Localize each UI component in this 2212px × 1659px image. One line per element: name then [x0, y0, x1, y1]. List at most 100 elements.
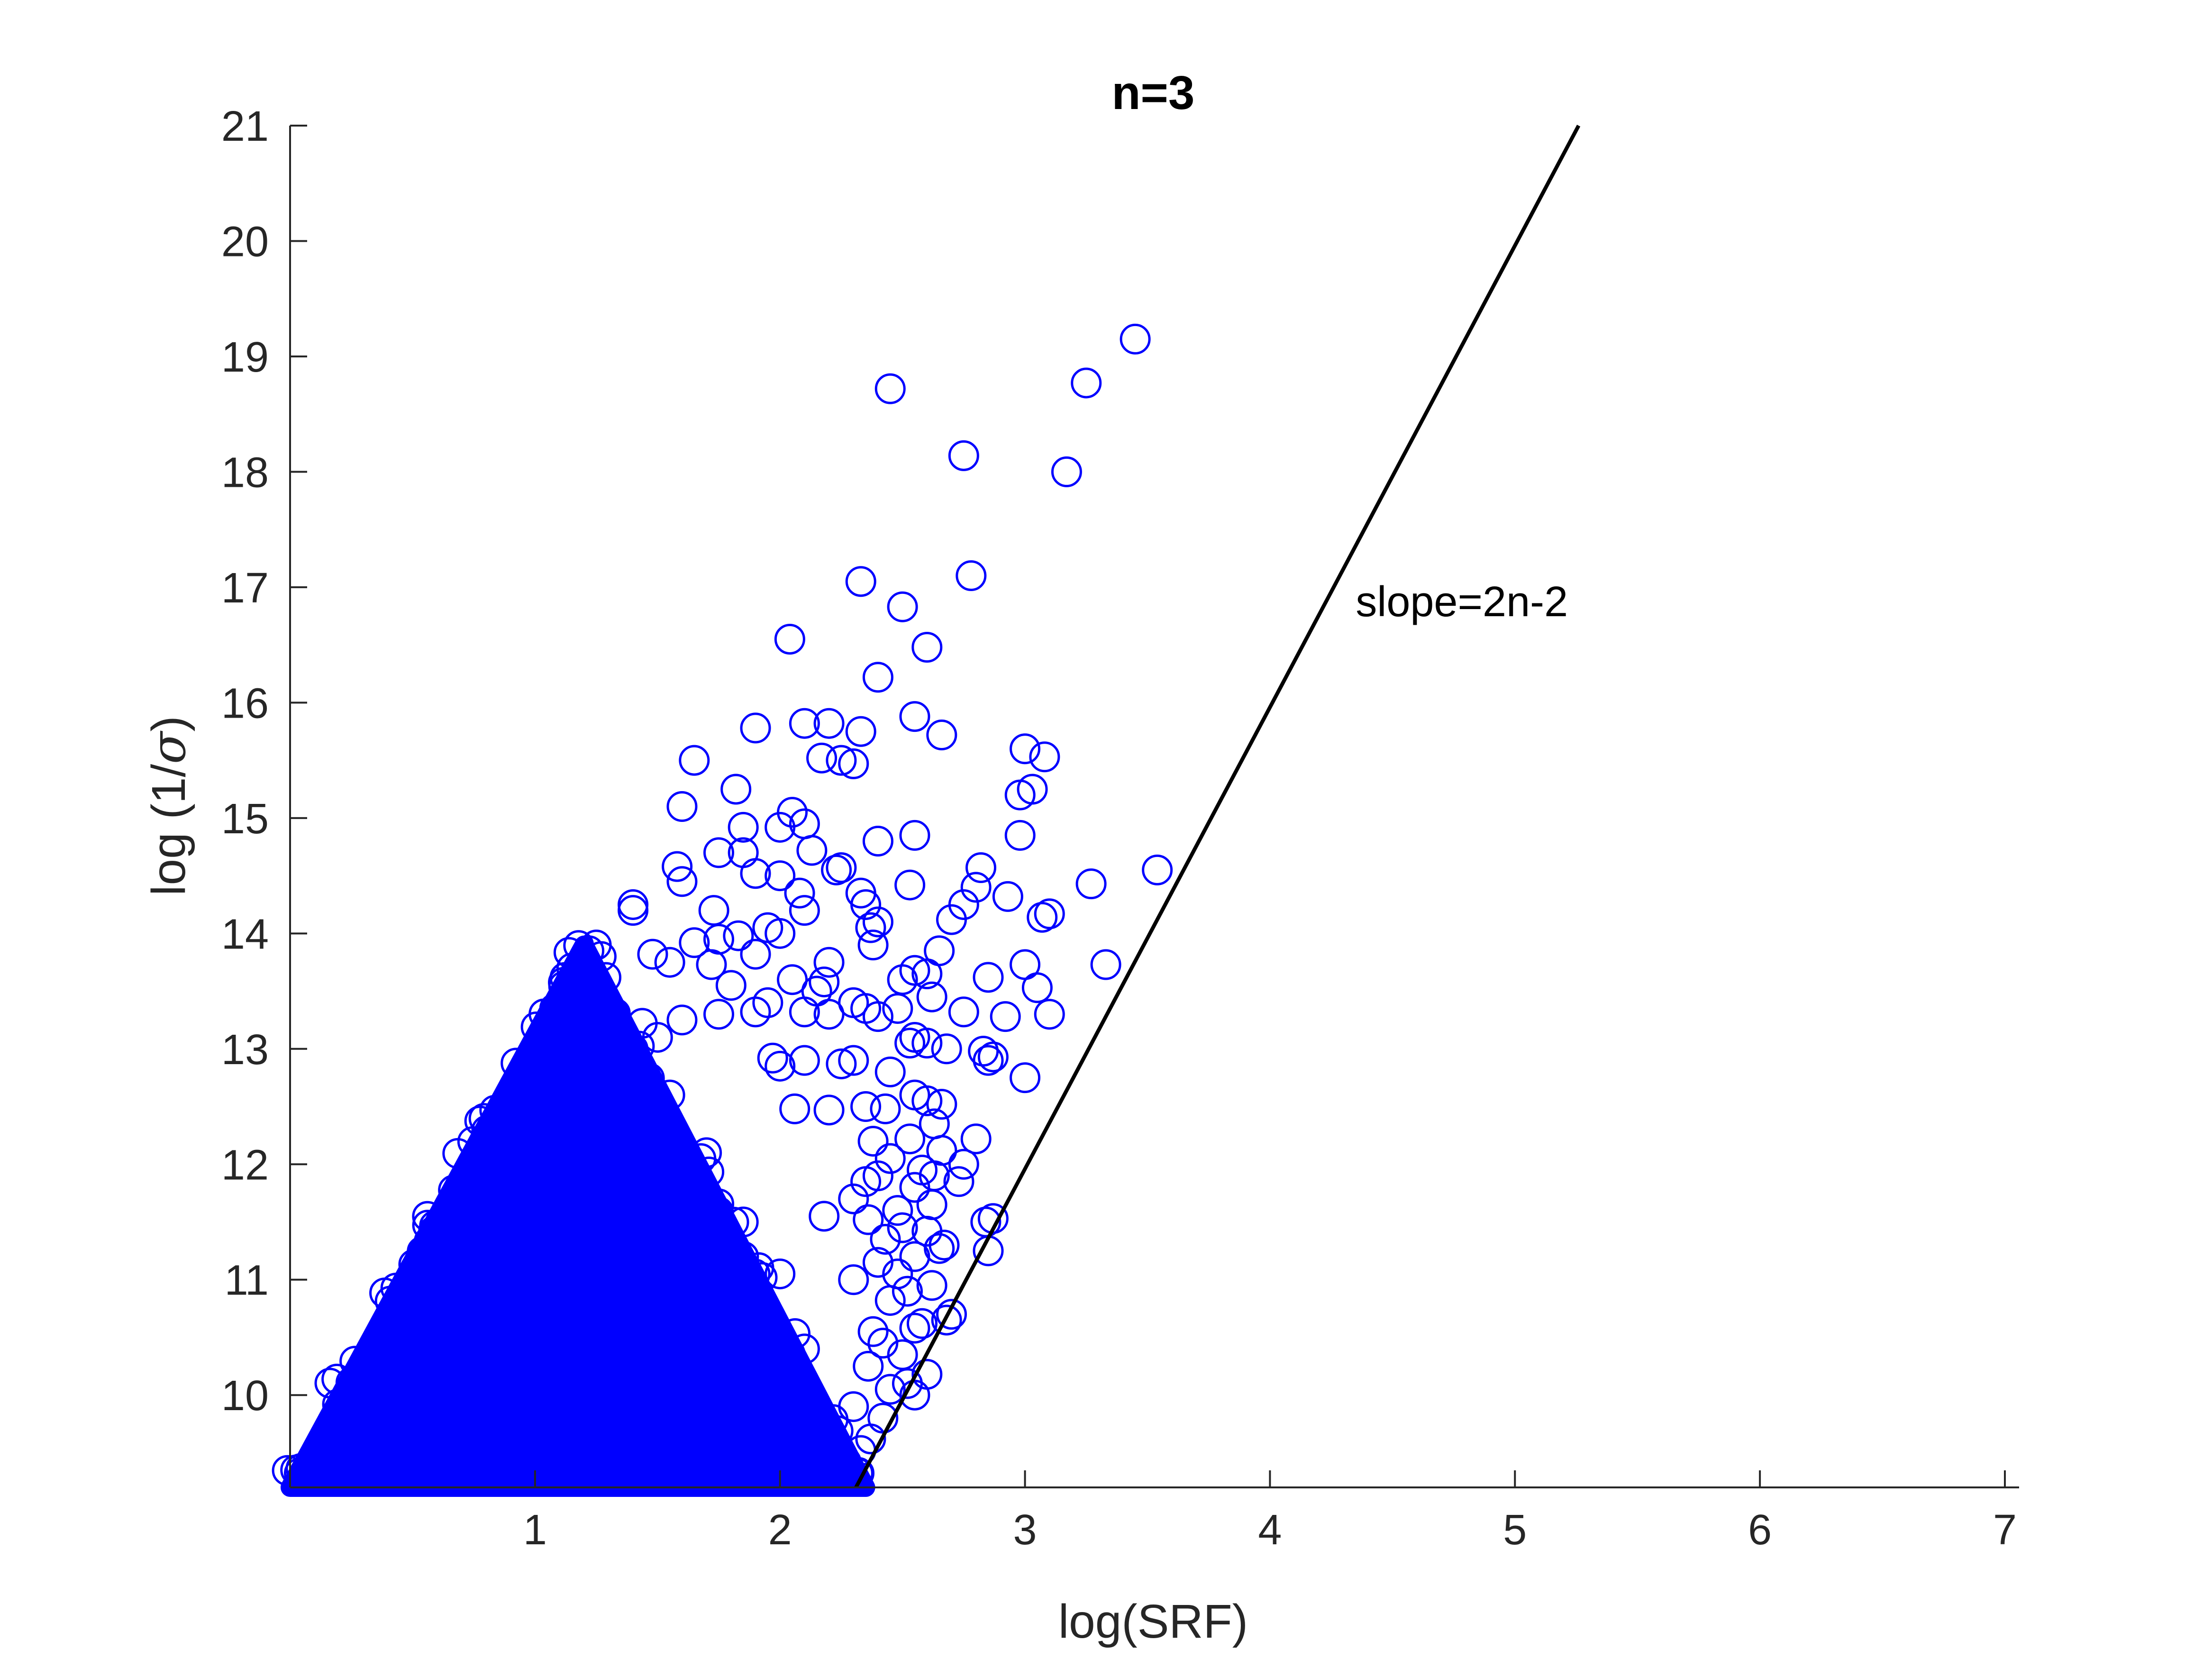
dense-point: [565, 1394, 596, 1425]
dense-point: [577, 1370, 609, 1401]
dense-point: [517, 1245, 548, 1276]
dense-point: [458, 1228, 490, 1259]
dense-point: [640, 1455, 671, 1486]
dense-point: [536, 1351, 567, 1382]
dense-point: [654, 1288, 685, 1320]
data-point: [911, 1028, 943, 1059]
data-point: [765, 918, 796, 949]
dense-point: [482, 1234, 513, 1265]
y-tick-label: 16: [221, 680, 269, 727]
dense-point: [481, 1271, 512, 1303]
data-point: [549, 981, 580, 1012]
data-point: [806, 742, 837, 774]
y-axis-label-prefix: log (1/: [142, 764, 195, 896]
dense-point: [272, 1455, 303, 1486]
dense-point: [520, 1012, 552, 1043]
data-point: [723, 920, 754, 951]
data-point: [1034, 999, 1065, 1030]
data-point: [637, 939, 668, 970]
y-tick-label: 15: [221, 795, 269, 843]
dense-point: [498, 1238, 529, 1269]
dense-point: [675, 1159, 707, 1190]
dense-point: [695, 1238, 727, 1269]
dense-point: [533, 1354, 564, 1386]
data-point: [618, 1033, 649, 1065]
dense-point: [495, 1363, 527, 1394]
data-point: [899, 1172, 930, 1203]
dense-point: [339, 1346, 371, 1377]
dense-point: [587, 1351, 619, 1383]
y-tick-label: 20: [221, 218, 269, 265]
dense-point: [428, 1321, 459, 1352]
dense-point: [780, 1318, 811, 1349]
dense-point: [526, 1422, 557, 1453]
y-axis-label: log (1/σ): [141, 716, 196, 896]
data-point: [862, 662, 893, 693]
data-point: [703, 999, 734, 1030]
dense-point: [576, 1455, 607, 1486]
data-point: [666, 1004, 698, 1036]
dense-point: [377, 1428, 409, 1459]
data-point: [838, 1391, 869, 1422]
data-point: [965, 852, 997, 884]
data-point: [845, 716, 876, 747]
dense-point: [540, 1334, 571, 1365]
data-point: [882, 1195, 913, 1226]
dense-point: [514, 1358, 545, 1389]
dense-point: [698, 1450, 729, 1481]
data-point: [857, 930, 889, 961]
dense-point: [495, 1166, 526, 1197]
data-point: [874, 373, 906, 404]
dense-point: [559, 1380, 591, 1412]
dense-point: [572, 1323, 603, 1354]
dense-point: [303, 1441, 335, 1473]
data-point: [936, 904, 967, 935]
data-point: [855, 912, 886, 943]
dense-point: [388, 1382, 419, 1413]
dense-point: [488, 1103, 519, 1135]
dense-point: [481, 1411, 512, 1442]
dense-point: [738, 1427, 769, 1458]
data-point: [666, 866, 698, 897]
y-tick-label: 18: [221, 449, 269, 496]
dense-point: [633, 1333, 665, 1365]
dense-point: [482, 1309, 513, 1340]
y-tick-label: 17: [221, 565, 269, 612]
data-point: [593, 999, 624, 1030]
x-tick-label: 5: [1503, 1506, 1527, 1554]
dense-point: [483, 1119, 515, 1150]
data-point: [838, 1045, 869, 1076]
data-point: [813, 999, 845, 1030]
dense-point: [548, 1294, 579, 1325]
data-point: [899, 1313, 930, 1344]
data-point: [1029, 741, 1060, 773]
dense-point: [549, 1194, 581, 1225]
data-point: [1010, 733, 1041, 765]
dense-point: [680, 1192, 711, 1223]
dense-point: [738, 1338, 769, 1369]
dense-point: [646, 1170, 677, 1201]
data-point: [899, 1379, 930, 1411]
data-point: [894, 1028, 926, 1059]
dense-point: [746, 1262, 778, 1293]
dense-point: [667, 1356, 698, 1387]
data-point: [973, 1045, 1004, 1076]
data-point: [943, 1166, 974, 1197]
dense-point: [649, 1188, 681, 1219]
data-point: [715, 970, 746, 1001]
data-point: [926, 1089, 957, 1120]
data-point: [874, 1056, 906, 1087]
data-point: [728, 811, 759, 843]
data-point: [862, 826, 893, 857]
data-point: [1004, 820, 1036, 851]
dense-point: [633, 1099, 665, 1130]
dense-point: [374, 1315, 406, 1347]
y-tick-label: 14: [221, 911, 269, 958]
data-point: [892, 1276, 923, 1307]
dense-point: [774, 1340, 806, 1371]
dense-point: [464, 1224, 495, 1256]
dense-point: [670, 1286, 701, 1317]
dense-point: [691, 1395, 722, 1427]
y-tick-label: 12: [221, 1141, 269, 1189]
dense-point: [696, 1329, 728, 1360]
